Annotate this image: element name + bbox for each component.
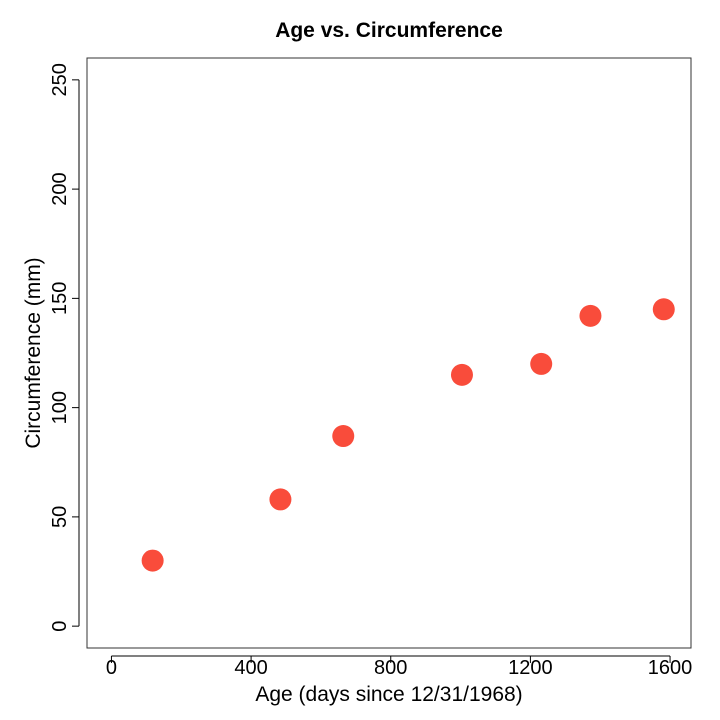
chart-title: Age vs. Circumference (275, 19, 503, 42)
y-axis: 0 50 100 150 200 250 (49, 63, 80, 632)
plot-frame (86, 57, 692, 649)
x-tick-label: 1600 (648, 657, 693, 679)
data-point (269, 488, 292, 511)
y-tick-label: 0 (49, 621, 71, 632)
y-tick-label: 200 (49, 172, 71, 205)
data-point (141, 549, 164, 572)
data-points (141, 298, 675, 572)
x-tick-label: 0 (106, 657, 117, 679)
y-tick-label: 250 (49, 63, 71, 96)
data-point (332, 425, 355, 448)
data-point (652, 298, 675, 321)
y-tick-label: 100 (49, 391, 71, 424)
data-point (450, 363, 473, 386)
y-axis-label: Circumference (mm) (22, 257, 45, 448)
data-point (530, 352, 553, 375)
y-tick-label: 150 (49, 282, 71, 315)
x-tick-label: 400 (234, 657, 267, 679)
x-tick-label: 800 (374, 657, 407, 679)
data-point (579, 304, 602, 327)
x-axis: 0 400 800 1200 1600 (106, 655, 693, 679)
y-tick-label: 50 (49, 506, 71, 528)
x-axis-label: Age (days since 12/31/1968) (255, 683, 522, 706)
x-tick-label: 1200 (508, 657, 553, 679)
